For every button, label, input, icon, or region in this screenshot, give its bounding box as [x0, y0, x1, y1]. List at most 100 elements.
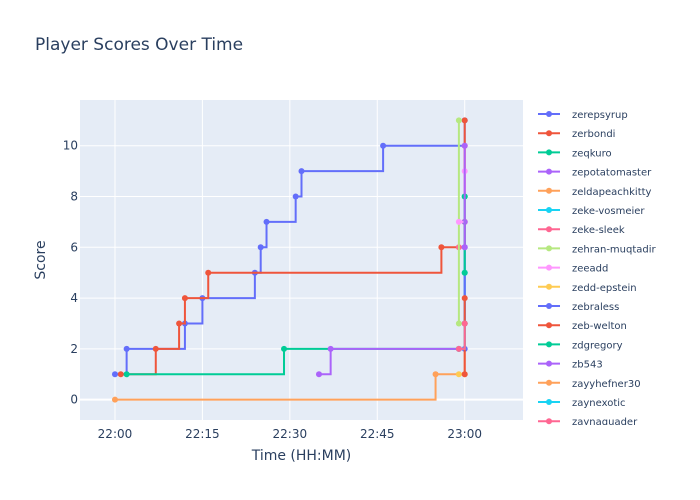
data-point — [461, 117, 468, 124]
legend-marker — [546, 187, 552, 194]
data-point — [461, 371, 468, 378]
legend-item-zepotatomaster[interactable]: zepotatomaster — [538, 168, 652, 179]
legend-item-zayyhefner30[interactable]: zayyhefner30 — [538, 379, 641, 390]
x-tick-label: 22:30 — [273, 427, 308, 441]
chart-title: Player Scores Over Time — [35, 35, 243, 55]
x-tick-label: 22:15 — [185, 427, 220, 441]
legend-label: zeeadd — [572, 264, 608, 275]
data-point — [205, 269, 212, 276]
x-tick-label: 23:00 — [447, 427, 482, 441]
legend-item-zeqkuro[interactable]: zeqkuro — [538, 148, 612, 159]
data-point — [298, 168, 305, 175]
data-point — [438, 244, 445, 251]
legend-marker — [546, 149, 552, 156]
x-axis-title: Time (HH:MM) — [251, 448, 352, 464]
data-point — [111, 396, 118, 403]
x-tick-label: 22:00 — [98, 427, 133, 441]
y-axis-title: Score — [33, 240, 49, 279]
data-point — [281, 345, 288, 352]
legend-item-zeb-welton[interactable]: zeb-welton — [538, 321, 627, 332]
y-tick-label: 10 — [63, 139, 78, 153]
legend-label: zeke-sleek — [572, 225, 625, 236]
data-point — [327, 345, 334, 352]
legend-marker — [546, 399, 552, 405]
legend-item-zerbondi[interactable]: zerbondi — [538, 129, 615, 140]
legend-marker — [546, 379, 552, 386]
legend-label: zerepsyrup — [572, 110, 628, 121]
legend-marker — [546, 245, 552, 252]
legend-marker — [546, 360, 552, 367]
legend-label: zebraless — [572, 302, 619, 313]
data-point — [292, 193, 299, 200]
legend-label: zeke-vosmeier — [572, 206, 645, 217]
legend-marker — [546, 418, 552, 425]
data-point — [123, 345, 130, 352]
data-point — [461, 142, 468, 149]
data-point — [257, 244, 264, 251]
legend-marker — [546, 341, 552, 348]
y-tick-label: 6 — [70, 240, 78, 254]
data-point — [461, 244, 468, 251]
data-point — [181, 295, 188, 302]
legend-label: zb543 — [572, 360, 603, 371]
legend-item-zaynexotic[interactable]: zaynexotic — [538, 398, 626, 409]
legend-marker — [546, 303, 552, 309]
data-point — [123, 371, 130, 378]
data-point — [461, 295, 468, 302]
legend-label: zdgregory — [572, 340, 623, 351]
legend-label: zaynexotic — [572, 398, 626, 409]
series-zb543 — [461, 142, 468, 251]
legend-item-zedd-epstein[interactable]: zedd-epstein — [538, 283, 637, 294]
data-point — [455, 117, 462, 124]
data-point — [117, 371, 124, 378]
data-point — [455, 345, 462, 352]
legend-item-zeke-sleek[interactable]: zeke-sleek — [538, 225, 625, 236]
legend-label: zeb-welton — [572, 321, 627, 332]
y-axis-ticks: 0 2 4 6 8 10 — [63, 139, 78, 407]
legend-label: zerbondi — [572, 129, 615, 140]
legend-label: zaynaquader — [572, 417, 638, 428]
legend-marker — [546, 207, 552, 213]
data-point — [461, 320, 468, 327]
legend-item-zeeadd[interactable]: zeeadd — [538, 264, 608, 275]
y-tick-label: 2 — [70, 342, 78, 356]
y-tick-label: 4 — [70, 291, 78, 305]
legend-label: zedd-epstein — [572, 283, 637, 294]
data-point — [263, 218, 270, 225]
data-point — [455, 320, 462, 327]
legend-marker — [546, 322, 552, 329]
data-point — [152, 345, 159, 352]
legend-item-zeke-vosmeier[interactable]: zeke-vosmeier — [538, 206, 645, 217]
legend-item-zerepsyrup[interactable]: zerepsyrup — [538, 110, 628, 121]
data-point — [432, 371, 439, 378]
legend-label: zayyhefner30 — [572, 379, 641, 390]
data-point — [176, 320, 183, 327]
y-tick-label: 8 — [70, 190, 78, 204]
data-point — [111, 371, 118, 378]
y-tick-label: 0 — [70, 393, 78, 407]
legend-item-zehran-muqtadir[interactable]: zehran-muqtadir — [538, 244, 657, 255]
legend-marker — [546, 111, 552, 117]
legend-item-zb543[interactable]: zb543 — [538, 360, 603, 371]
legend-marker — [546, 168, 552, 175]
legend-marker — [546, 283, 552, 290]
x-axis-ticks: 22:00 22:15 22:30 22:45 23:00 — [98, 427, 482, 441]
data-point — [455, 371, 462, 378]
legend-item-zaynaquader[interactable]: zaynaquader — [538, 417, 638, 428]
legend-marker — [546, 226, 552, 233]
legend-item-zeldapeachkitty[interactable]: zeldapeachkitty — [538, 187, 652, 198]
legend-marker — [546, 130, 552, 137]
legend-marker — [546, 264, 552, 271]
legend-label: zeqkuro — [572, 148, 612, 159]
x-tick-label: 22:45 — [360, 427, 395, 441]
legend-label: zehran-muqtadir — [572, 244, 657, 255]
legend-item-zdgregory[interactable]: zdgregory — [538, 340, 623, 351]
legend-item-zebraless[interactable]: zebraless — [538, 302, 619, 313]
series-layer — [111, 117, 468, 403]
data-point — [461, 269, 468, 276]
data-point — [380, 142, 387, 149]
legend-label: zeldapeachkitty — [572, 187, 652, 198]
plot-area — [80, 100, 523, 420]
legend[interactable]: zerepsyrup zerbondi zeqkuro zepotatomaster z… — [538, 110, 657, 428]
